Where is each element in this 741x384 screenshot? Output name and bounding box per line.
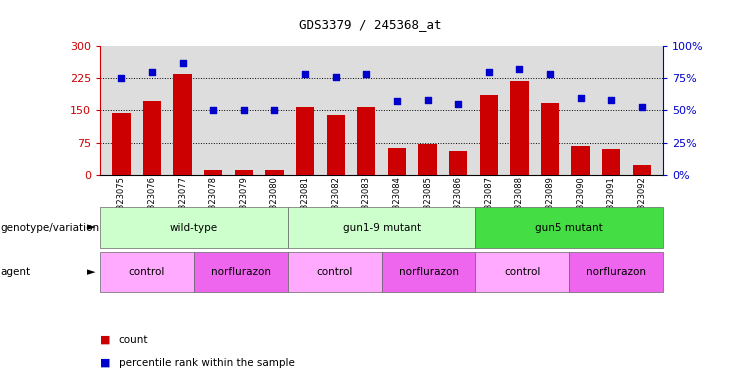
Text: norflurazon: norflurazon <box>399 266 459 277</box>
Point <box>452 101 464 107</box>
Bar <box>449 151 468 175</box>
Bar <box>327 115 345 175</box>
Point <box>574 94 586 101</box>
Text: genotype/variation: genotype/variation <box>0 222 99 233</box>
Bar <box>510 81 528 175</box>
Point <box>177 60 189 66</box>
Bar <box>357 107 376 175</box>
Point <box>544 71 556 78</box>
Text: norflurazon: norflurazon <box>211 266 270 277</box>
Point <box>636 103 648 109</box>
Bar <box>296 107 314 175</box>
Bar <box>633 165 651 175</box>
Text: norflurazon: norflurazon <box>586 266 646 277</box>
Text: ►: ► <box>87 266 96 277</box>
Point <box>391 98 403 104</box>
Point <box>299 71 311 78</box>
Point <box>514 66 525 72</box>
Point <box>207 107 219 114</box>
Text: ■: ■ <box>100 358 110 368</box>
Text: control: control <box>129 266 165 277</box>
Text: gun1-9 mutant: gun1-9 mutant <box>342 222 421 233</box>
Bar <box>235 170 253 175</box>
Point <box>483 69 495 75</box>
Bar <box>143 101 162 175</box>
Bar <box>173 74 192 175</box>
Point <box>360 71 372 78</box>
Text: agent: agent <box>0 266 30 277</box>
Text: control: control <box>316 266 353 277</box>
Text: wild-type: wild-type <box>170 222 218 233</box>
Point <box>146 69 158 75</box>
Point <box>268 107 280 114</box>
Point <box>330 74 342 80</box>
Point <box>605 97 617 103</box>
Text: ►: ► <box>87 222 96 233</box>
Point <box>116 75 127 81</box>
Bar <box>388 148 406 175</box>
Bar <box>541 103 559 175</box>
Bar <box>265 170 284 175</box>
Text: count: count <box>119 335 148 345</box>
Point <box>238 107 250 114</box>
Text: control: control <box>504 266 541 277</box>
Text: GDS3379 / 245368_at: GDS3379 / 245368_at <box>299 18 442 31</box>
Text: percentile rank within the sample: percentile rank within the sample <box>119 358 294 368</box>
Bar <box>419 144 436 175</box>
Bar <box>204 170 222 175</box>
Text: ■: ■ <box>100 335 110 345</box>
Bar <box>113 113 130 175</box>
Bar <box>571 146 590 175</box>
Text: gun5 mutant: gun5 mutant <box>536 222 603 233</box>
Point <box>422 97 433 103</box>
Bar <box>479 95 498 175</box>
Bar <box>602 149 620 175</box>
